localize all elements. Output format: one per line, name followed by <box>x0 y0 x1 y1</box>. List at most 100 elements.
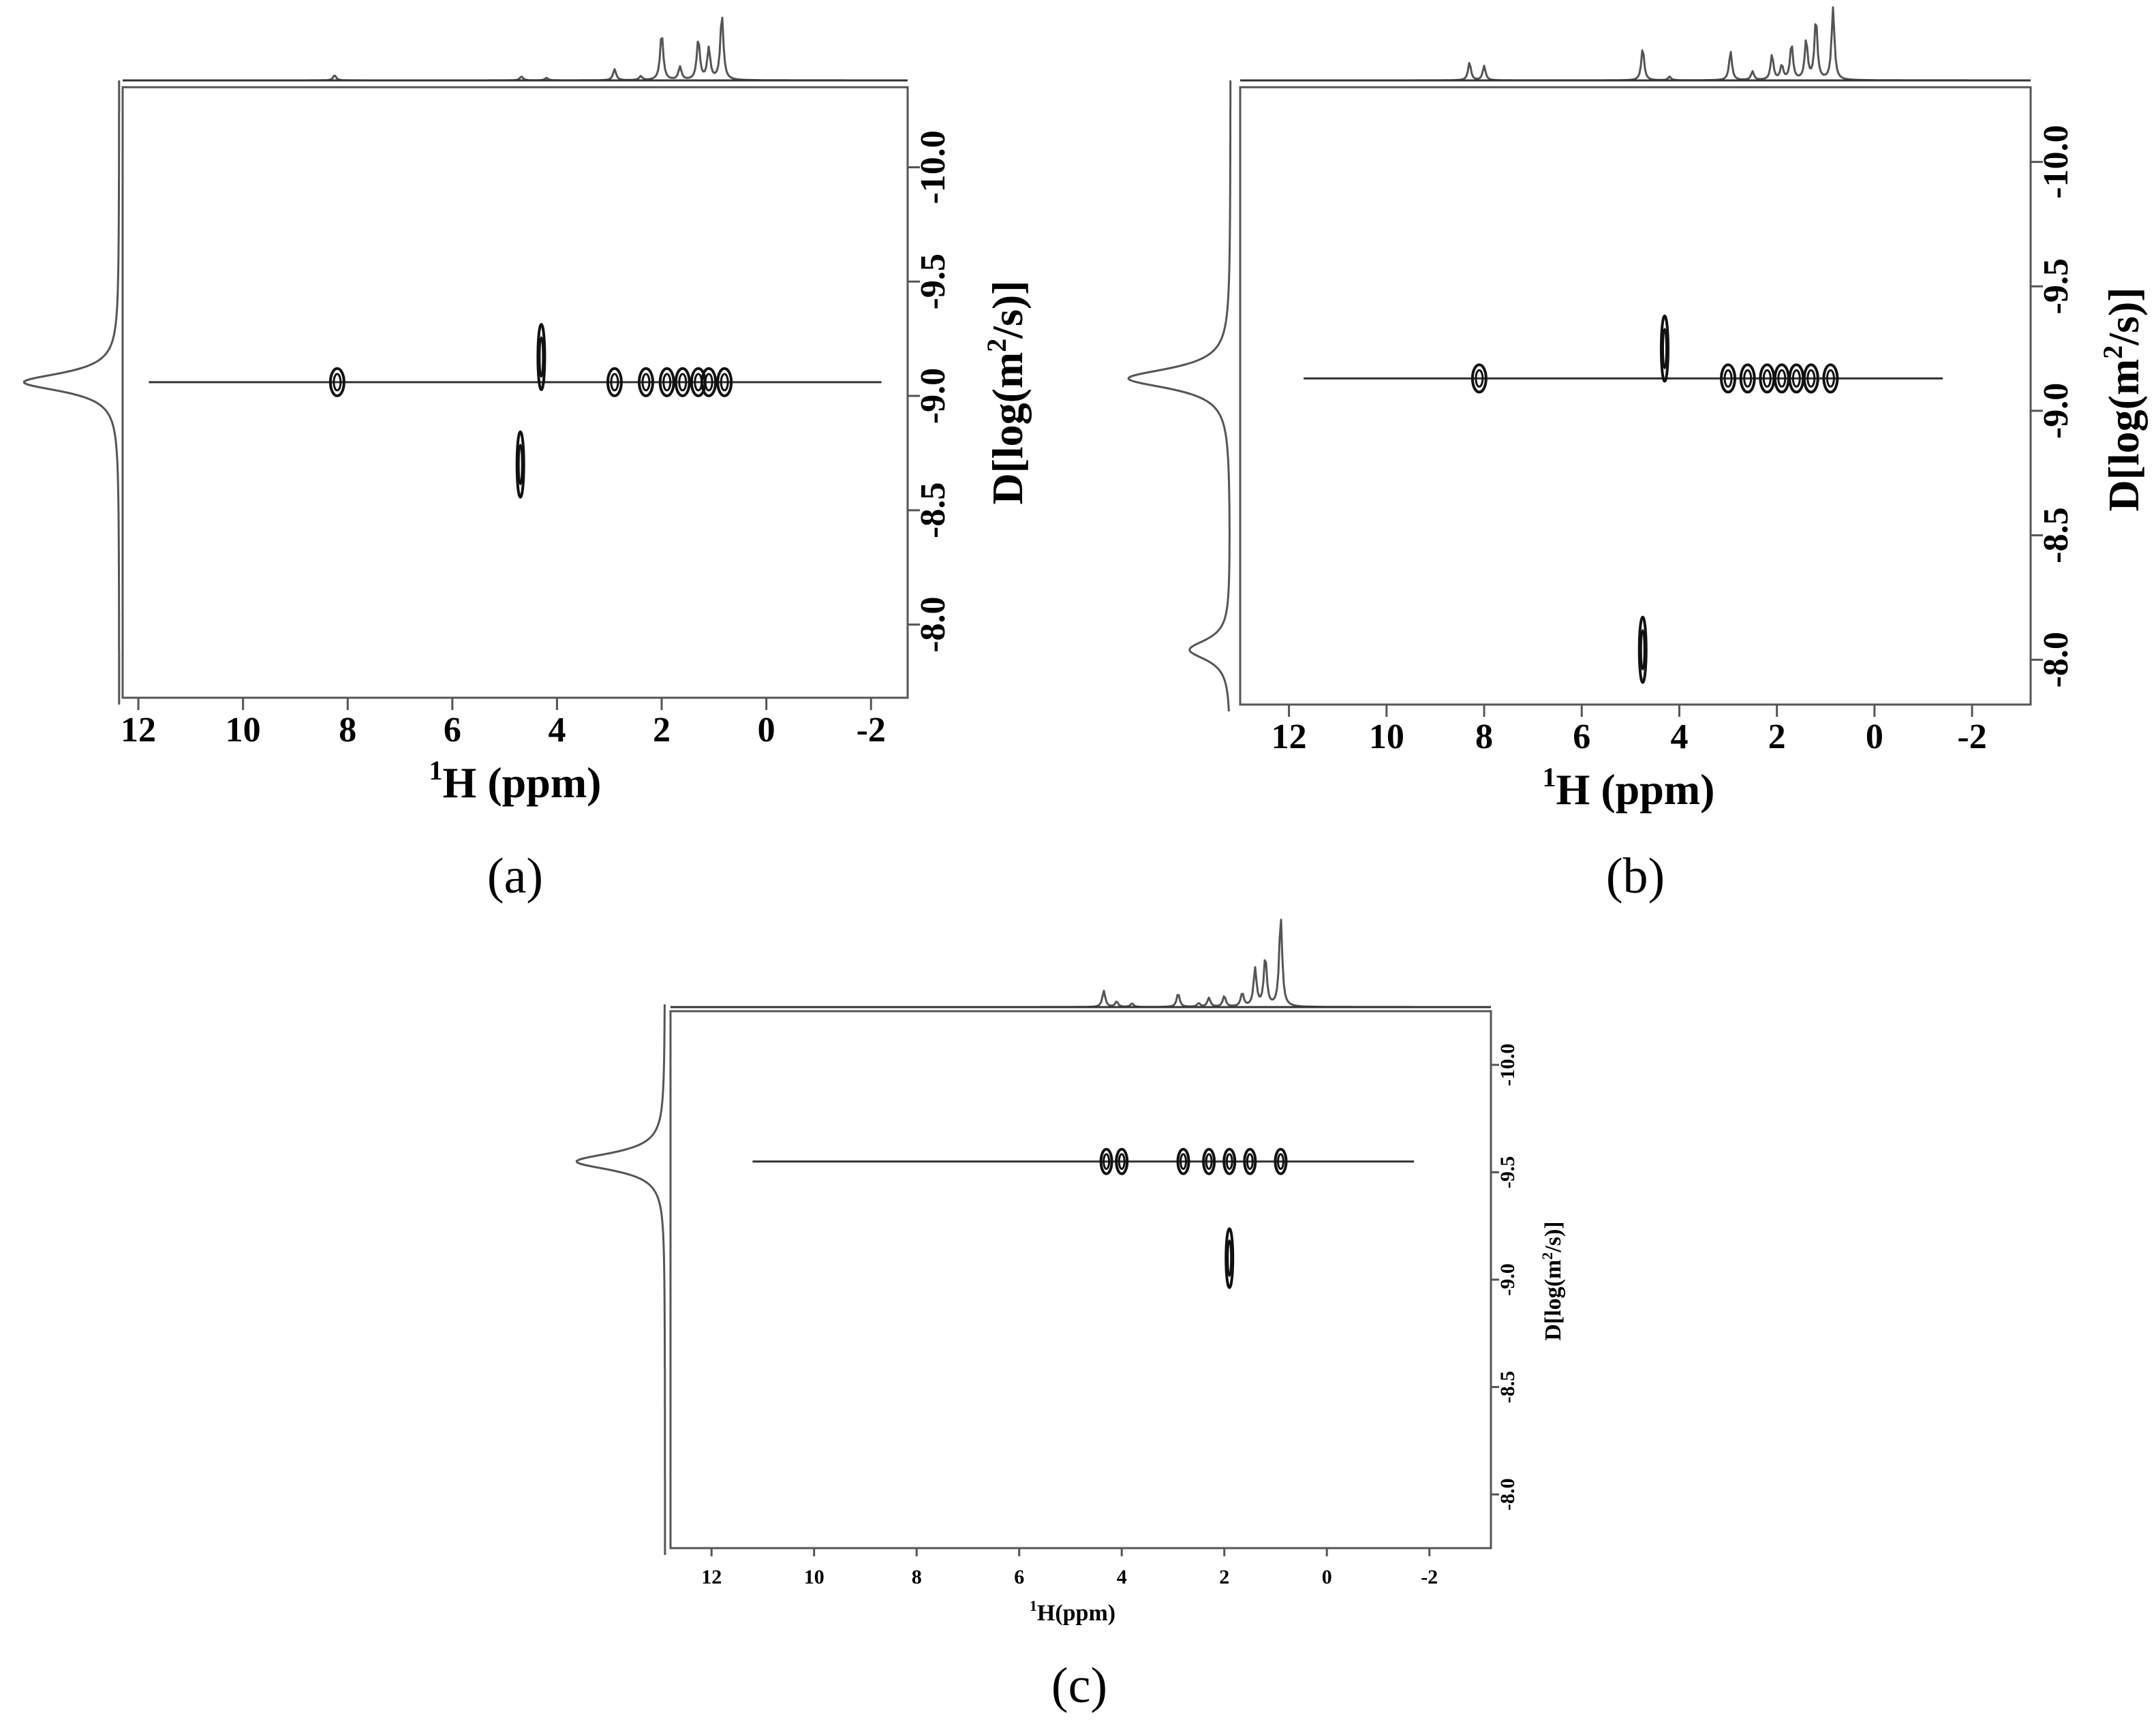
diffusion-peak-contour <box>1762 369 1772 388</box>
plot-frame <box>121 86 909 699</box>
y-axis-ticks: -10.0 -9.5 -9.0 -8.5 -8.0 <box>1491 1044 1519 1511</box>
x-axis-ticks: 12 10 8 6 4 2 0 -2 <box>121 698 886 750</box>
y-tick-label: -8.0 <box>1496 1478 1519 1511</box>
diffusion-peak-contour <box>1103 1153 1111 1170</box>
y-tick-label: -10.0 <box>1496 1044 1519 1087</box>
panel-label: (c) <box>1051 1658 1107 1714</box>
diffusion-peak-contour <box>704 373 713 392</box>
diffusion-peak-contour <box>1118 1153 1126 1170</box>
x-tick-label: -2 <box>1957 718 1986 756</box>
diffusion-peak-contour <box>1225 1153 1233 1170</box>
x-tick-label: 6 <box>1573 718 1590 756</box>
x-axis-title: 1H (ppm) <box>1543 762 1715 814</box>
diffusion-peak <box>536 322 546 391</box>
y-axis-title: D[log(m2/s)] <box>1539 1221 1566 1340</box>
diffusion-peak-contour <box>1246 1153 1254 1170</box>
diffusion-peak-contour <box>1639 629 1646 670</box>
diffusion-peak <box>1470 363 1488 394</box>
diffusion-peak-contour <box>610 373 619 392</box>
x-tick-label: 8 <box>912 1566 922 1588</box>
diffusion-peak <box>1802 363 1819 394</box>
x-axis-title-main: H (ppm) <box>1556 765 1715 814</box>
y-axis-ticks: -10.0 -9.5 -9.0 -8.5 -8.0 <box>908 130 953 653</box>
diffusion-peak-contour <box>678 373 688 392</box>
y-axis-ticks: -10.0 -9.5 -9.0 -8.5 -8.0 <box>2031 125 2076 688</box>
diffusion-peak <box>1720 363 1737 394</box>
plot-frame <box>669 1010 1492 1549</box>
diffusion-peak <box>1659 314 1669 383</box>
y-tick-label: -9.5 <box>1496 1156 1519 1189</box>
x-axis-title-sup: 1 <box>429 755 443 786</box>
x-tick-label: 12 <box>121 711 156 750</box>
diffusion-projection-trace <box>22 80 121 705</box>
diffusion-peak-contour <box>1777 369 1787 388</box>
y-tick-label: -8.0 <box>914 596 953 652</box>
x-tick-label: 12 <box>701 1566 722 1588</box>
diffusion-peak-contour <box>1826 369 1835 388</box>
x-tick-label: 10 <box>226 711 261 750</box>
diffusion-peak <box>700 367 718 397</box>
x-axis-title-sup: 1 <box>1543 762 1556 792</box>
y-tick-label: -9.5 <box>2037 258 2076 314</box>
diffusion-peak-contour <box>1205 1153 1213 1170</box>
y-tick-label: -8.5 <box>914 482 953 538</box>
x-tick-label: 8 <box>1475 718 1493 756</box>
x-tick-label: 10 <box>1369 718 1404 756</box>
diffusion-peak-contour <box>1743 369 1753 388</box>
y-axis-title-sup: 2 <box>1539 1252 1556 1260</box>
x-tick-label: 2 <box>653 711 671 750</box>
diffusion-peak-contour <box>1791 369 1801 388</box>
diffusion-peak-contour <box>1276 1153 1284 1170</box>
diffusion-peak-contour <box>1227 1239 1233 1277</box>
diffusion-peaks <box>1470 314 1839 684</box>
y-tick-label: -10.0 <box>2037 125 2076 198</box>
diffusion-peak <box>638 367 654 397</box>
y-tick-label: -8.0 <box>2037 632 2076 688</box>
dosy-panel-b: 12 10 8 6 4 2 0 -2 -10.0-9.5-9.0-8.5-8.0 1H (pp… <box>1127 6 2148 904</box>
y-axis-title: D[log(m2/s)] <box>2097 287 2148 511</box>
diffusion-peak-contour <box>1723 369 1733 388</box>
diffusion-peak-contour <box>662 373 672 392</box>
y-tick-label: -8.5 <box>1496 1371 1519 1404</box>
diffusion-peak-contour <box>1180 1153 1187 1170</box>
x-tick-label: 6 <box>1014 1566 1024 1588</box>
y-tick-label: -8.5 <box>2037 507 2076 563</box>
x-axis-ticks: 12 10 8 6 4 2 0 -2 <box>701 1548 1438 1588</box>
y-axis-title: D[log(m2/s)] <box>981 280 1032 504</box>
y-tick-label: -9.5 <box>914 253 953 309</box>
x-tick-label: 0 <box>1322 1566 1332 1588</box>
diffusion-peak-contour <box>1806 369 1816 388</box>
diffusion-peak <box>1115 1147 1129 1175</box>
x-axis-title-main: H (ppm) <box>443 758 602 807</box>
diffusion-peak-contour <box>720 373 729 392</box>
x-axis-title-main: H(ppm) <box>1037 1601 1115 1626</box>
diffusion-peak-contour <box>517 444 523 486</box>
x-axis-title-sup: 1 <box>1030 1597 1037 1614</box>
diffusion-peak <box>674 367 691 397</box>
diffusion-peak <box>1739 363 1756 394</box>
y-axis-title-sup: 2 <box>2097 345 2128 359</box>
diffusion-peak <box>1243 1147 1257 1175</box>
diffusion-projection-trace <box>575 1004 666 1555</box>
diffusion-peak <box>716 367 733 397</box>
diffusion-peak <box>1202 1147 1216 1175</box>
y-axis-title-sup: 2 <box>981 339 1012 352</box>
diffusion-peak <box>1225 1227 1235 1289</box>
panel-label: (b) <box>1606 848 1665 904</box>
x-axis-title: 1H(ppm) <box>1030 1597 1115 1626</box>
y-tick-label: -9.0 <box>1496 1263 1519 1296</box>
x-tick-label: 2 <box>1768 718 1786 756</box>
diffusion-peak <box>515 430 525 499</box>
x-tick-label: 4 <box>1670 718 1688 756</box>
diffusion-peak <box>1274 1147 1288 1175</box>
x-tick-label: 4 <box>1117 1566 1127 1588</box>
diffusion-peak-contour <box>1661 328 1667 369</box>
diffusion-peak <box>1099 1147 1113 1175</box>
diffusion-peaks <box>328 322 733 499</box>
x-tick-label: -2 <box>857 711 886 750</box>
proton-spectrum-trace <box>671 919 1491 1008</box>
x-tick-label: 4 <box>548 711 566 750</box>
diffusion-projection-trace <box>1127 80 1232 712</box>
diffusion-peak <box>1637 615 1648 684</box>
diffusion-peak <box>1222 1147 1237 1175</box>
